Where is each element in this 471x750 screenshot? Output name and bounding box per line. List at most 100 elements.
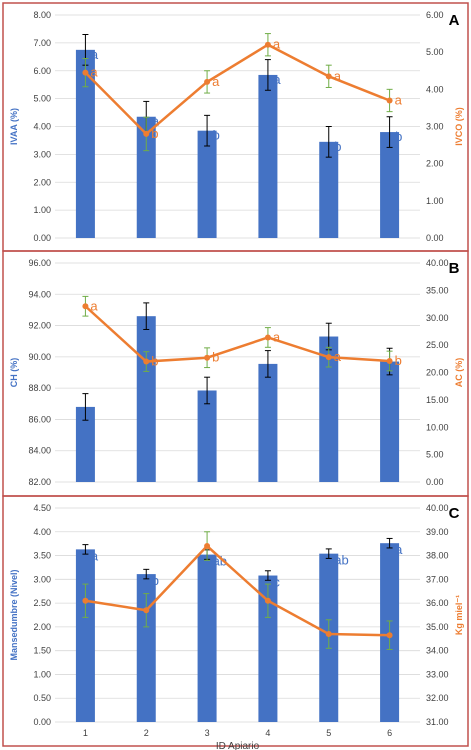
y-tick-label: 1.00	[33, 669, 51, 679]
series-line	[84, 305, 390, 363]
y2-tick-label: 10.00	[426, 422, 449, 432]
bar-significance-label: a	[91, 548, 99, 563]
y2-tick-label: 33.00	[426, 669, 449, 679]
panel-letter: C	[449, 505, 460, 522]
line-significance-label: a	[212, 74, 220, 89]
y-tick-label: 1.50	[33, 646, 51, 656]
y-tick-label: 96.00	[28, 258, 51, 268]
y2-tick-label: 37.00	[426, 574, 449, 584]
line-point	[204, 543, 211, 550]
line-point	[386, 632, 393, 639]
bar	[258, 74, 278, 239]
y2-tick-label: 2.00	[426, 159, 444, 169]
panel-c: 0.00 0.50 1.00 1.50 2.00 2.50 3.00 3.50 4.00 4.50…	[2, 495, 469, 750]
y-tick-label: 5.00	[33, 94, 51, 104]
y-tick-label: 0.50	[33, 693, 51, 703]
y-axis-title: Mansedumbre (Nivel)	[9, 569, 19, 660]
y2-tick-label: 5.00	[426, 450, 444, 460]
x-tick-label: 3	[205, 728, 210, 738]
line-point	[204, 78, 211, 85]
y-tick-label: 92.00	[28, 321, 51, 331]
bar	[75, 49, 95, 238]
y-tick-label: 4.00	[33, 527, 51, 537]
line-point	[82, 303, 89, 310]
y2-tick-label: 40.00	[426, 258, 449, 268]
y-tick-label: 90.00	[28, 352, 51, 362]
line-significance-label: b	[395, 353, 402, 368]
y2-tick-label: 35.00	[426, 622, 449, 632]
line-point	[82, 597, 89, 604]
line-significance-label: a	[273, 37, 281, 52]
bar-significance-label: a	[273, 72, 281, 87]
x-tick-label: 6	[387, 728, 392, 738]
line-point	[325, 631, 332, 638]
line-point	[143, 130, 150, 137]
line-point	[264, 334, 271, 341]
y2-tick-label: 0.00	[426, 477, 444, 487]
bar	[197, 130, 217, 238]
y-tick-label: 6.00	[33, 66, 51, 76]
panel-frame	[2, 495, 469, 747]
y-tick-label: 3.00	[33, 574, 51, 584]
bar	[380, 132, 400, 238]
y-tick-label: 3.50	[33, 551, 51, 561]
bar	[136, 116, 156, 238]
line-point	[386, 358, 393, 365]
y2-tick-label: 36.00	[426, 598, 449, 608]
x-tick-label: 4	[265, 728, 270, 738]
panel-b: 82.00 84.00 86.00 88.00 90.00 92.00 94.00 96.00…	[2, 250, 469, 497]
y-tick-label: 0.00	[33, 233, 51, 243]
bar	[258, 363, 278, 482]
panel-a: 0.00 1.00 2.00 3.00 4.00 5.00 6.00 7.00 8.00 0.00…	[2, 2, 469, 252]
x-tick-label: 1	[83, 728, 88, 738]
line-significance-label: a	[395, 92, 403, 107]
y-axis-title: CH (%)	[9, 358, 19, 388]
y2-axis-title: AC (%)	[454, 358, 464, 388]
bar-significance-label: b	[395, 129, 402, 144]
y-tick-label: 86.00	[28, 414, 51, 424]
line-point	[143, 358, 150, 365]
y2-tick-label: 25.00	[426, 340, 449, 350]
y2-tick-label: 6.00	[426, 10, 444, 20]
bar	[319, 141, 339, 238]
y-tick-label: 8.00	[33, 10, 51, 20]
y-tick-label: 2.00	[33, 177, 51, 187]
line-point	[264, 597, 271, 604]
y2-tick-label: 30.00	[426, 313, 449, 323]
y2-tick-label: 1.00	[426, 196, 444, 206]
y2-tick-label: 35.00	[426, 285, 449, 295]
line-point	[325, 73, 332, 80]
y2-tick-label: 3.00	[426, 122, 444, 132]
y2-tick-label: 15.00	[426, 395, 449, 405]
bar-significance-label: b	[334, 139, 341, 154]
bar-significance-label: a	[91, 47, 99, 62]
line-point	[204, 354, 211, 361]
panel-letter: A	[449, 12, 460, 29]
bar-significance-label: a	[395, 542, 403, 557]
y2-tick-label: 4.00	[426, 84, 444, 94]
series-line	[84, 43, 391, 136]
y2-tick-label: 20.00	[426, 368, 449, 378]
bar	[197, 390, 217, 482]
y2-tick-label: 0.00	[426, 233, 444, 243]
x-axis-title: ID Apiario	[216, 741, 260, 750]
y2-tick-label: 40.00	[426, 503, 449, 513]
y-tick-label: 82.00	[28, 477, 51, 487]
y2-axis-title: IVCO (%)	[454, 107, 464, 146]
y-tick-label: 2.00	[33, 622, 51, 632]
y2-tick-label: 39.00	[426, 527, 449, 537]
series-line	[85, 544, 390, 637]
panel-letter: B	[449, 260, 460, 277]
line-significance-label: a	[334, 68, 342, 83]
bar-significance-label: ab	[213, 554, 227, 569]
y2-tick-label: 5.00	[426, 47, 444, 57]
y-tick-label: 4.00	[33, 122, 51, 132]
y-tick-label: 1.00	[33, 205, 51, 215]
bar-significance-label: b	[213, 128, 220, 143]
y-tick-label: 4.50	[33, 503, 51, 513]
y2-tick-label: 38.00	[426, 551, 449, 561]
y-tick-label: 88.00	[28, 383, 51, 393]
y2-tick-label: 32.00	[426, 693, 449, 703]
bar	[136, 316, 156, 482]
